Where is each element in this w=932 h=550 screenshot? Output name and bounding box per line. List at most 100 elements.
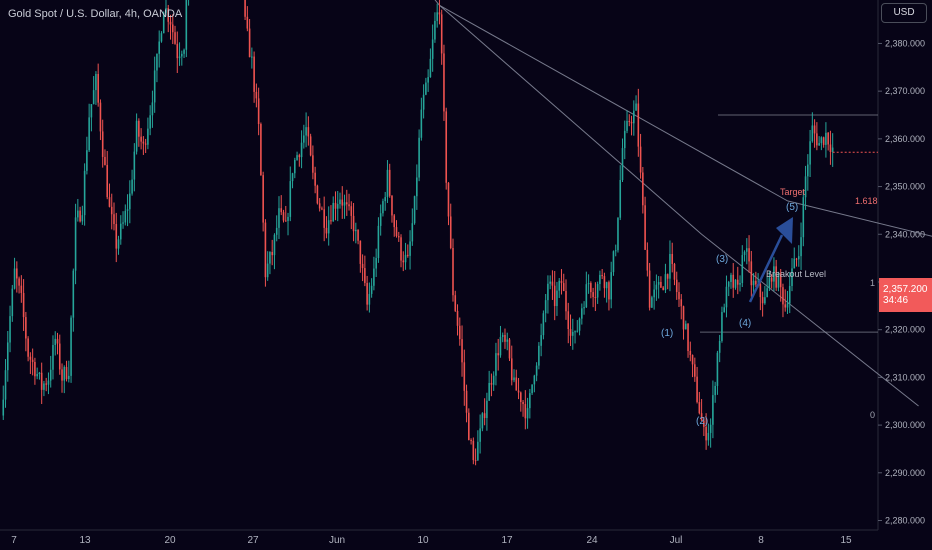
fib-1618-label: 1.618 (855, 196, 878, 206)
candle-body (499, 336, 502, 356)
current-price-value: 2,357.200 (883, 284, 928, 295)
candle-body (20, 285, 23, 293)
candle-body (766, 288, 768, 298)
candle-body (560, 280, 563, 284)
symbol-title: Gold Spot / U.S. Dollar, 4h, OANDA (8, 8, 183, 20)
candle-body (775, 266, 777, 288)
candle-body (422, 94, 425, 110)
candle-body (386, 169, 389, 198)
candle-body (732, 274, 735, 288)
candle-body (590, 283, 592, 293)
candle-body (56, 338, 59, 344)
candle-body (119, 223, 122, 240)
candle-body (567, 311, 570, 330)
candle-body (748, 248, 750, 262)
candle-body (72, 270, 75, 318)
candle-body (522, 401, 524, 405)
candle-body (388, 169, 391, 196)
candle-body (147, 128, 149, 145)
candle-body (458, 325, 461, 340)
candle-body (574, 331, 576, 333)
candle-body (269, 251, 271, 264)
candle-body (743, 251, 746, 256)
candle-body (556, 290, 558, 307)
candle-body (115, 224, 118, 249)
candle-body (138, 120, 140, 137)
candle-body (626, 120, 628, 131)
candle-body (447, 182, 450, 217)
candle-body (140, 136, 142, 142)
candle-body (678, 292, 680, 300)
candle-body (86, 150, 88, 171)
candle-body (336, 204, 339, 209)
candle-body (418, 137, 420, 178)
x-tick-label: Jun (329, 535, 345, 546)
x-tick-label: Jul (670, 535, 683, 546)
candle-body (339, 199, 341, 205)
candle-body (736, 279, 739, 285)
wave-4-label: (4) (739, 318, 752, 329)
candle-body (117, 239, 120, 249)
candle-body (495, 353, 497, 376)
candle-body (330, 220, 332, 222)
candle-body (379, 213, 382, 226)
candle-body (621, 148, 624, 181)
candle-body (47, 380, 50, 385)
candle-body (682, 306, 685, 330)
candle-body (375, 258, 377, 269)
trendline (439, 4, 702, 235)
candle-body (779, 273, 782, 288)
candle-body (124, 210, 127, 223)
candle-body (70, 317, 72, 376)
candle-body (605, 282, 608, 289)
candle-body (612, 251, 615, 273)
candle-body (691, 354, 694, 365)
candle-body (11, 288, 14, 317)
candle-body (705, 426, 707, 441)
candle-body (698, 402, 701, 414)
candle-body (529, 393, 531, 409)
candle-body (669, 253, 671, 279)
candle-body (366, 282, 368, 305)
candle-body (296, 155, 298, 160)
candle-body (135, 120, 138, 152)
candle-body (723, 307, 725, 313)
candle-body (585, 284, 588, 308)
candle-body (397, 236, 400, 238)
candle-body (361, 263, 364, 269)
candle-body (27, 338, 29, 357)
candle-body (587, 283, 590, 285)
candle-body (662, 287, 664, 290)
candle-body (675, 279, 678, 293)
candle-body (696, 376, 698, 403)
candle-body (58, 343, 61, 370)
candle-body (185, 0, 188, 50)
candle-body (788, 286, 791, 304)
candle-body (99, 102, 102, 132)
x-tick-label: 13 (79, 535, 91, 546)
currency-button[interactable]: USD (881, 3, 927, 23)
candle-body (657, 281, 660, 285)
candle-body (700, 413, 703, 421)
candle-body (506, 339, 509, 342)
candle-body (122, 222, 124, 224)
candle-body (746, 248, 748, 252)
candle-body (524, 404, 527, 419)
candle-body (820, 137, 823, 144)
x-tick-label: 27 (247, 535, 259, 546)
candle-body (619, 180, 622, 218)
projection-arrow-head (776, 217, 793, 244)
candle-body (456, 310, 459, 326)
candle-body (445, 111, 448, 183)
candle-body (694, 364, 696, 377)
candle-body (45, 383, 47, 385)
candle-body (465, 390, 468, 413)
x-tick-label: 10 (417, 535, 429, 546)
candle-body (558, 280, 561, 291)
candle-body (373, 268, 375, 286)
candle-body (151, 102, 154, 116)
y-tick-label: 2,360.000 (885, 134, 925, 144)
candle-body (169, 21, 172, 25)
candle-body (689, 351, 692, 355)
